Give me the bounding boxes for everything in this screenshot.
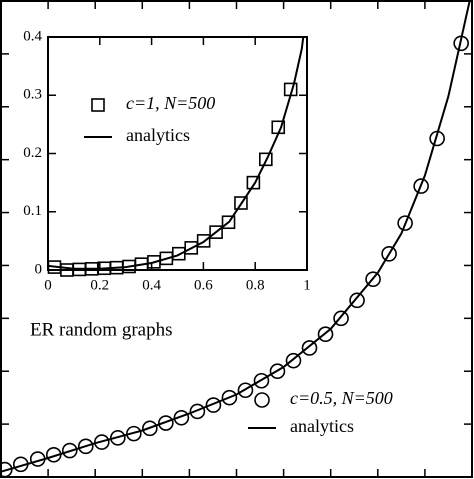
data-point	[184, 241, 199, 255]
x-tick-label: 0	[44, 277, 52, 293]
data-point	[61, 442, 78, 459]
legend-label: c=1, N=500	[126, 93, 215, 113]
data-point	[173, 409, 190, 426]
data-point	[234, 196, 248, 210]
plot-frame	[47, 36, 308, 271]
x-tick-label: 0.6	[194, 277, 213, 293]
x-tick-label: 1	[303, 277, 311, 293]
data-point	[158, 415, 174, 431]
legend-marker	[254, 392, 270, 408]
data-point	[196, 234, 211, 248]
y-tick-label: 0.3	[23, 87, 42, 103]
y-tick-label: 0.4	[23, 28, 42, 44]
data-point	[365, 271, 381, 287]
x-tick-label: 0.8	[246, 277, 265, 293]
data-point	[110, 430, 126, 446]
data-point	[205, 397, 222, 413]
legend-label: analytics	[290, 416, 354, 436]
y-tick-label: 0.1	[23, 203, 42, 219]
y-tick-label: 0	[35, 261, 43, 277]
data-point	[246, 175, 261, 190]
data-point	[237, 382, 254, 399]
data-point	[413, 178, 429, 194]
data-point	[285, 352, 302, 369]
legend-label: analytics	[126, 125, 190, 145]
x-tick-label: 0.4	[142, 277, 161, 293]
data-point	[333, 310, 349, 327]
legend-marker	[91, 98, 105, 112]
data-point	[93, 434, 110, 450]
data-point	[259, 152, 273, 167]
data-point	[269, 363, 286, 380]
data-point	[381, 246, 397, 262]
data-point	[126, 425, 142, 442]
data-point	[397, 215, 413, 231]
data-point	[77, 438, 94, 455]
data-point	[317, 326, 334, 343]
data-point	[189, 403, 206, 420]
x-tick-label: 0.2	[90, 277, 109, 293]
data-point	[209, 225, 223, 239]
data-point	[221, 389, 238, 406]
y-tick-label: 0.2	[23, 145, 42, 161]
data-point	[142, 420, 158, 437]
data-point	[221, 215, 236, 230]
legend-label: c=0.5, N=500	[290, 388, 393, 408]
data-point	[349, 292, 365, 309]
data-point	[301, 340, 318, 356]
annotation: ER random graphs	[30, 319, 172, 340]
data-point	[253, 372, 270, 389]
analytic-line	[48, 37, 305, 270]
